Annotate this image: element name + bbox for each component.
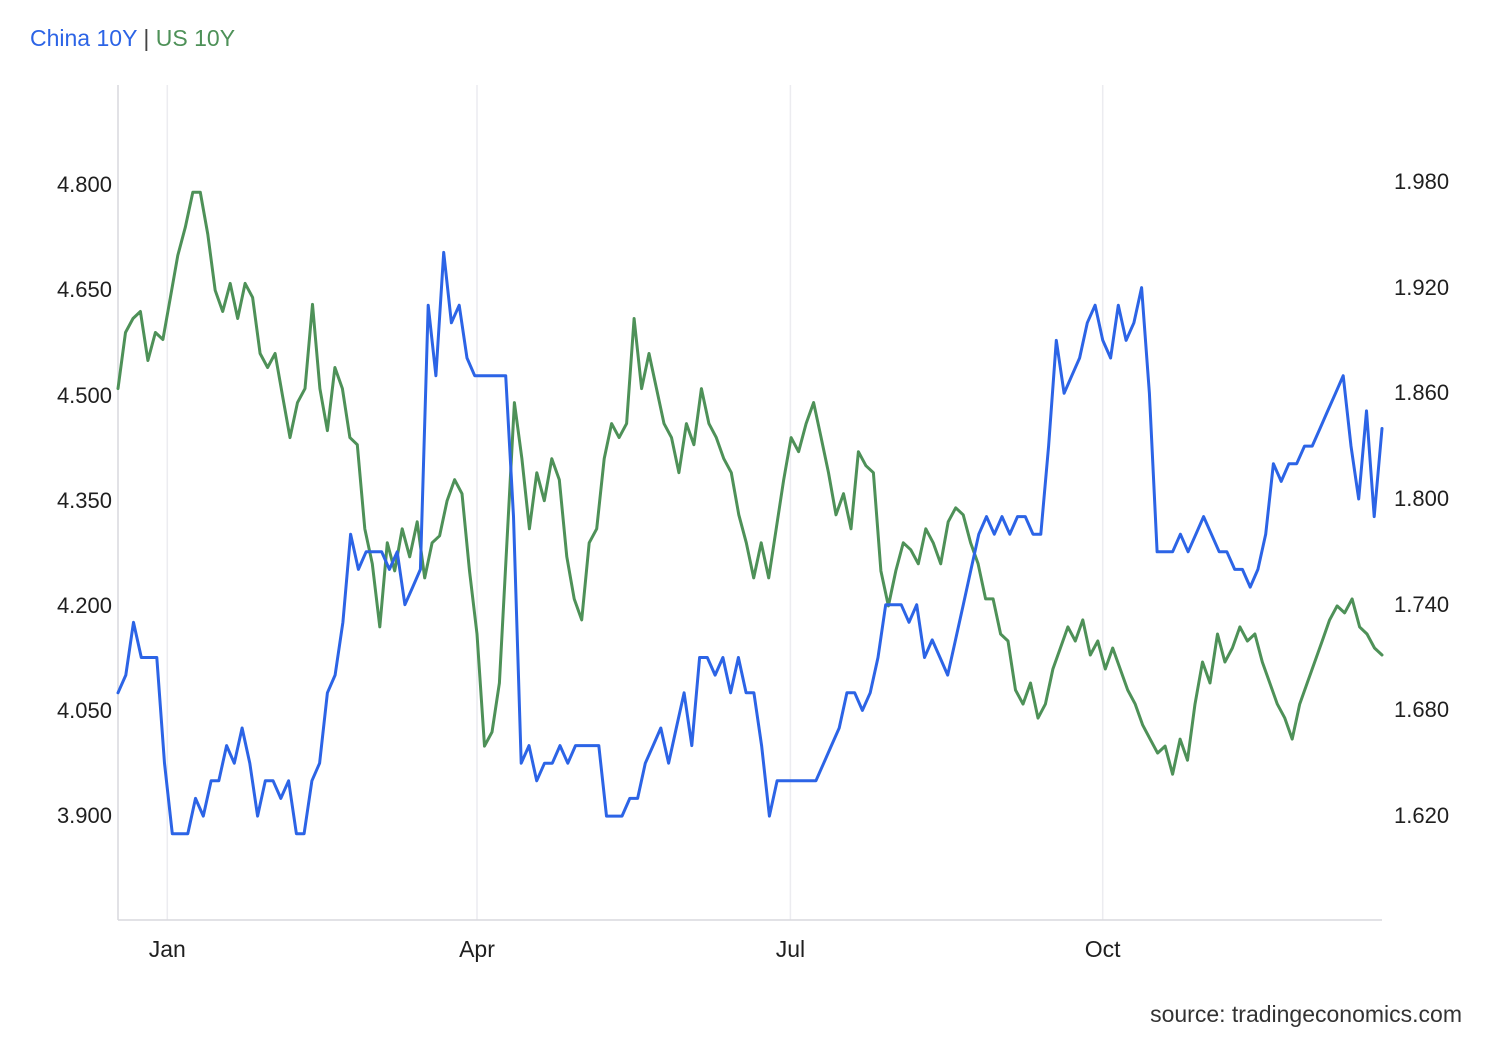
source-attribution: source: tradingeconomics.com [1150,1001,1462,1027]
x-axis-label-oct: Oct [1084,936,1121,962]
y-axis-label-right: 1.920 [1394,274,1450,300]
y-axis-label-right: 1.740 [1394,591,1450,617]
y-axis-label-right: 1.860 [1394,380,1450,406]
chart-legend: China 10Y | US 10Y [30,24,235,52]
x-axis-label-jan: Jan [148,936,186,962]
y-axis-label-left: 3.900 [56,803,112,829]
y-axis-label-right: 1.800 [1394,485,1450,511]
legend-separator: | [143,25,150,51]
y-axis-label-left: 4.050 [56,698,112,724]
legend-us-10y[interactable]: US 10Y [155,25,236,51]
y-axis-label-left: 4.650 [56,277,112,303]
x-axis-label-jul: Jul [775,936,806,962]
y-axis-label-left: 4.500 [56,382,112,408]
y-axis-label-left: 4.350 [56,487,112,513]
y-axis-label-left: 4.800 [56,172,112,198]
y-axis-label-right: 1.680 [1394,697,1450,723]
x-axis-label-apr: Apr [459,936,495,962]
series-line-china-10y [116,250,1384,836]
y-axis-label-right: 1.980 [1394,168,1450,194]
y-axis-label-left: 4.200 [56,592,112,618]
legend-china-10y[interactable]: China 10Y [30,25,137,51]
series-line-us-10y [116,190,1384,776]
y-axis-label-right: 1.620 [1394,803,1450,829]
